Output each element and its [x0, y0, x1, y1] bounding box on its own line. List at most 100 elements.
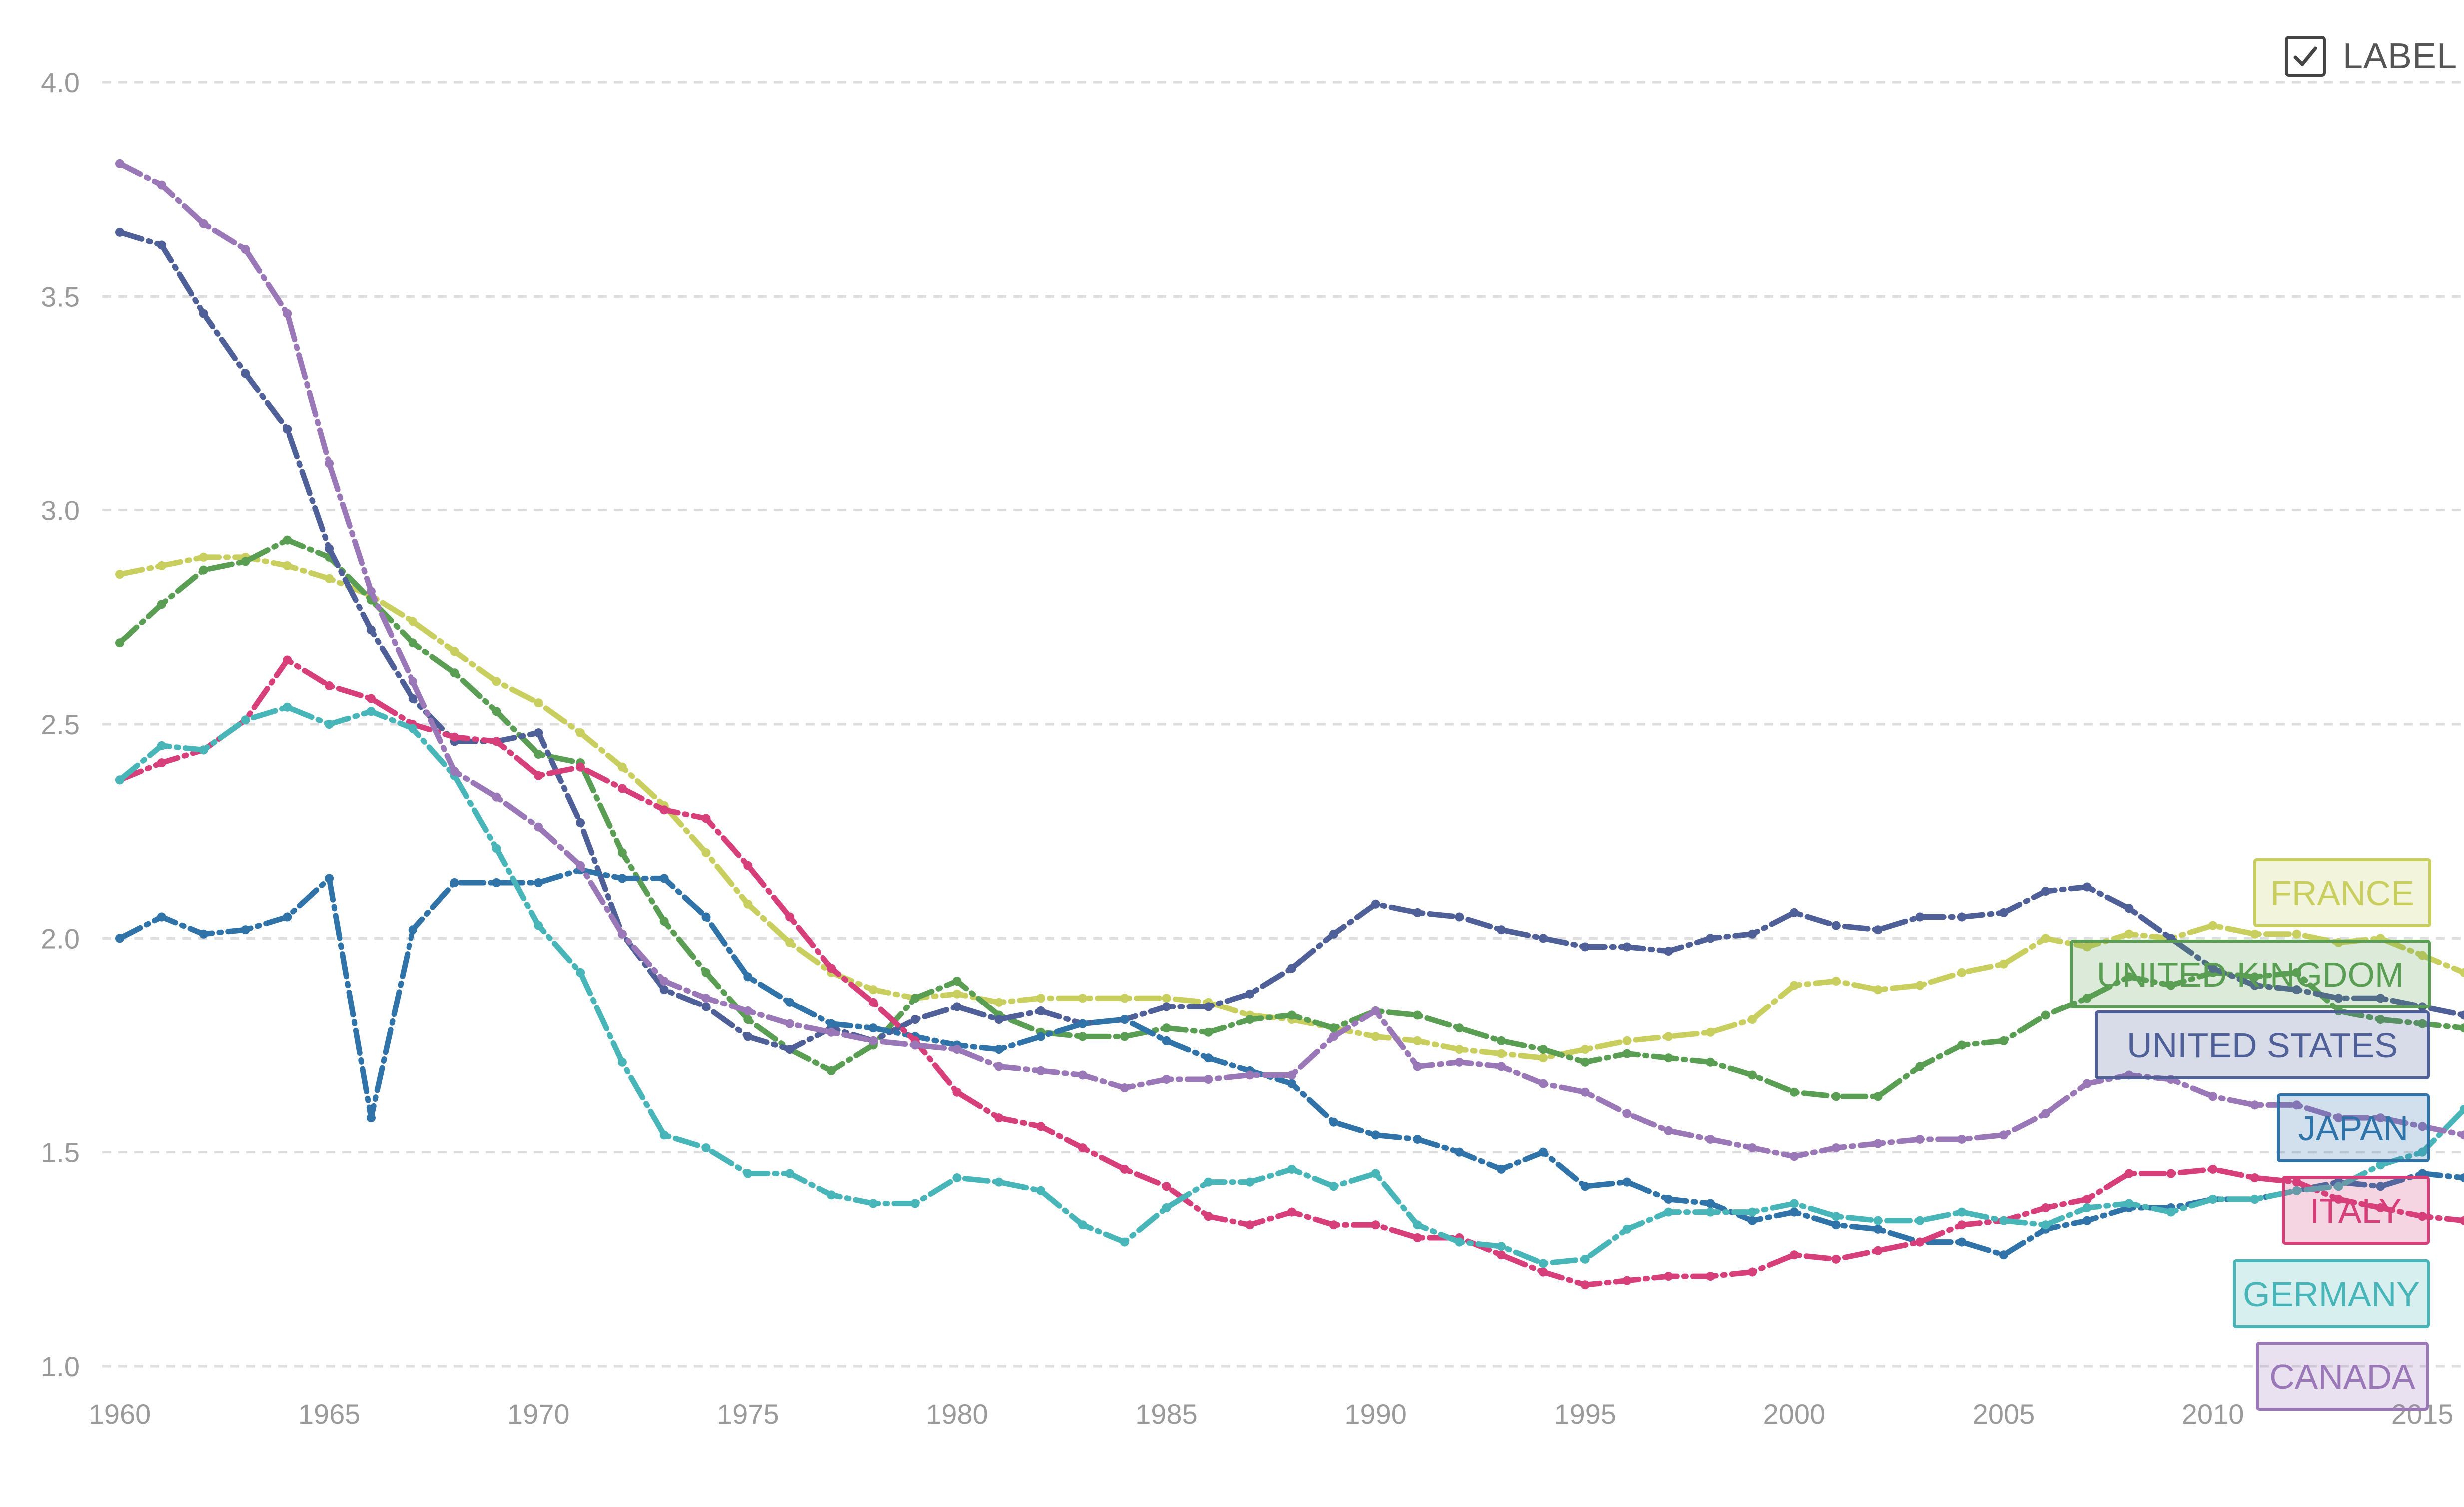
data-point[interactable]	[450, 668, 459, 678]
data-point[interactable]	[199, 565, 208, 575]
data-point[interactable]	[2334, 994, 2343, 1003]
data-point[interactable]	[1664, 1126, 1673, 1135]
data-point[interactable]	[868, 1199, 878, 1208]
data-point[interactable]	[785, 998, 795, 1007]
data-point[interactable]	[115, 775, 124, 785]
data-point[interactable]	[1036, 1032, 1046, 1041]
data-point[interactable]	[157, 758, 166, 768]
data-point[interactable]	[1245, 1220, 1255, 1230]
data-point[interactable]	[952, 977, 962, 986]
data-point[interactable]	[1413, 1036, 1422, 1045]
data-point[interactable]	[1580, 1280, 1590, 1290]
data-point[interactable]	[283, 424, 292, 434]
data-point[interactable]	[2041, 934, 2050, 943]
data-point[interactable]	[1622, 1036, 1632, 1045]
data-point[interactable]	[408, 677, 417, 686]
data-point[interactable]	[1497, 1049, 1506, 1058]
data-point[interactable]	[1287, 964, 1296, 973]
data-point[interactable]	[1831, 1092, 1841, 1101]
data-point[interactable]	[2376, 1113, 2385, 1123]
data-point[interactable]	[157, 600, 166, 609]
data-point[interactable]	[617, 1057, 627, 1067]
data-point[interactable]	[910, 1199, 920, 1208]
data-point[interactable]	[2376, 1203, 2385, 1213]
data-point[interactable]	[659, 1130, 669, 1140]
data-point[interactable]	[1036, 1066, 1046, 1075]
data-point[interactable]	[2460, 1130, 2464, 1140]
data-point[interactable]	[952, 1087, 962, 1097]
data-point[interactable]	[1413, 1134, 1422, 1144]
data-point[interactable]	[115, 638, 124, 648]
data-point[interactable]	[2208, 1194, 2218, 1204]
data-point[interactable]	[743, 1032, 753, 1041]
data-point[interactable]	[576, 861, 585, 870]
data-point[interactable]	[1078, 994, 1087, 1003]
data-point[interactable]	[2124, 904, 2134, 913]
data-point[interactable]	[659, 985, 669, 995]
data-point[interactable]	[1999, 959, 2008, 969]
data-point[interactable]	[576, 728, 585, 738]
data-point[interactable]	[450, 767, 459, 776]
series-line-canada[interactable]	[117, 161, 2464, 1159]
data-point[interactable]	[157, 741, 166, 750]
data-point[interactable]	[199, 219, 208, 228]
data-point[interactable]	[1580, 1254, 1590, 1264]
series-label-italy[interactable]: ITALY	[2282, 1176, 2430, 1245]
data-point[interactable]	[1287, 1207, 1296, 1217]
data-point[interactable]	[1580, 1182, 1590, 1191]
data-point[interactable]	[659, 805, 669, 815]
data-point[interactable]	[1413, 1220, 1422, 1230]
data-point[interactable]	[701, 848, 711, 857]
data-point[interactable]	[785, 1169, 795, 1178]
data-point[interactable]	[1413, 1010, 1422, 1020]
data-point[interactable]	[1748, 1015, 1757, 1024]
data-point[interactable]	[1538, 1147, 1548, 1157]
data-point[interactable]	[1957, 1134, 1967, 1144]
data-point[interactable]	[1538, 1045, 1548, 1054]
data-point[interactable]	[199, 929, 208, 939]
data-point[interactable]	[2208, 1164, 2218, 1174]
data-point[interactable]	[366, 587, 376, 596]
data-point[interactable]	[1287, 1010, 1296, 1020]
data-point[interactable]	[241, 369, 250, 378]
series-line-united-states[interactable]	[117, 229, 2464, 1052]
data-point[interactable]	[2292, 985, 2301, 995]
data-point[interactable]	[157, 561, 166, 571]
data-point[interactable]	[659, 977, 669, 986]
series-label-canada[interactable]: CANADA	[2256, 1342, 2429, 1411]
data-point[interactable]	[408, 617, 417, 626]
data-point[interactable]	[994, 998, 1004, 1007]
data-point[interactable]	[492, 737, 501, 746]
label-toggle[interactable]: LABEL	[2284, 29, 2457, 84]
data-point[interactable]	[2418, 1147, 2427, 1157]
data-point[interactable]	[1538, 1053, 1548, 1063]
data-point[interactable]	[283, 702, 292, 712]
data-point[interactable]	[826, 1190, 836, 1200]
data-point[interactable]	[1204, 1053, 1213, 1063]
data-point[interactable]	[2041, 1203, 2050, 1213]
data-point[interactable]	[1497, 1062, 1506, 1071]
data-point[interactable]	[1622, 1177, 1632, 1187]
data-point[interactable]	[994, 1113, 1004, 1123]
data-point[interactable]	[325, 459, 334, 468]
data-point[interactable]	[1873, 1092, 1883, 1101]
data-point[interactable]	[826, 1019, 836, 1028]
data-point[interactable]	[534, 698, 543, 708]
data-point[interactable]	[1245, 989, 1255, 999]
data-point[interactable]	[743, 972, 753, 982]
data-point[interactable]	[1915, 1134, 1925, 1144]
data-point[interactable]	[1455, 1147, 1464, 1157]
data-point[interactable]	[2334, 1113, 2343, 1123]
data-point[interactable]	[534, 728, 543, 738]
data-point[interactable]	[366, 1113, 376, 1123]
data-point[interactable]	[1497, 1036, 1506, 1045]
data-point[interactable]	[492, 878, 501, 887]
data-point[interactable]	[1622, 1049, 1632, 1058]
data-point[interactable]	[910, 1040, 920, 1050]
data-point[interactable]	[1078, 1032, 1087, 1041]
data-point[interactable]	[241, 925, 250, 935]
data-point[interactable]	[701, 912, 711, 922]
data-point[interactable]	[1287, 1070, 1296, 1080]
data-point[interactable]	[2460, 1010, 2464, 1020]
data-point[interactable]	[2166, 1169, 2176, 1178]
